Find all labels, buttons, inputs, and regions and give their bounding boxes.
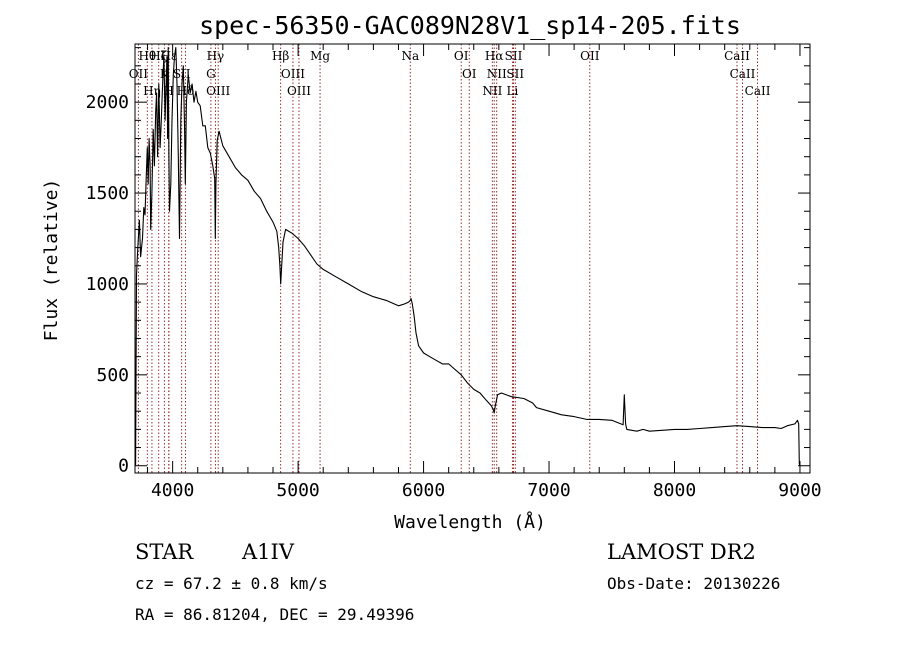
- spectral-line-markers: [137, 44, 759, 473]
- spectral-line-label: Hβ: [272, 49, 289, 63]
- spectral-line-label: NII: [482, 84, 502, 98]
- x-tick-label: 4000: [151, 480, 194, 501]
- spectrum-series: [135, 47, 801, 466]
- y-tick-label: 1000: [86, 274, 129, 295]
- x-tick-label: 5000: [276, 480, 319, 501]
- y-tick-label: 1500: [86, 183, 129, 204]
- object-subclass: A1IV: [241, 540, 295, 564]
- spectral-line-label: OI: [462, 67, 477, 81]
- plot-frame: [134, 43, 811, 474]
- y-tick-label: 0: [118, 456, 129, 477]
- spectral-line-label: Hα: [485, 49, 504, 63]
- y-tick-label: 2000: [86, 92, 129, 113]
- spectrum-line: [135, 47, 801, 466]
- y-axis-ticks: 0 500 1000 1500 2000: [86, 47, 810, 477]
- spectral-line-label: OII: [129, 67, 149, 81]
- chart-title: spec-56350-GAC089N28V1_sp14-205.fits: [199, 11, 741, 40]
- x-tick-label: 8000: [653, 480, 696, 501]
- spectral-line-label: NII: [487, 67, 507, 81]
- x-axis-label: Wavelength (Å): [394, 511, 546, 533]
- spectral-line-label: OIII: [281, 67, 305, 81]
- spectral-line-label: Mg: [310, 49, 330, 63]
- x-tick-label: 6000: [402, 480, 445, 501]
- x-tick-label: 9000: [778, 480, 821, 501]
- ra-dec-coordinates: RA = 86.81204, DEC = 29.49396: [135, 605, 414, 624]
- redshift-cz: cz = 67.2 ± 0.8 km/s: [135, 574, 328, 593]
- spectral-line-label: OIII: [206, 84, 230, 98]
- spectral-line-label: OI: [454, 49, 469, 63]
- y-tick-label: 500: [96, 365, 129, 386]
- spectral-line-label: K: [160, 67, 170, 81]
- spectral-line-label: Li: [506, 84, 518, 98]
- spectral-line-label: SII: [505, 49, 523, 63]
- spectral-line-label: CaII: [730, 67, 756, 81]
- y-axis-label: Flux (relative): [41, 179, 62, 342]
- spectral-line-label: OII: [580, 49, 600, 63]
- spectral-line-label: CaII: [745, 84, 771, 98]
- x-axis-ticks: 4000 5000 6000 7000 8000 9000: [147, 44, 822, 501]
- spectral-line-label: Hθ: [138, 49, 156, 63]
- spectral-line-label: Na: [401, 49, 419, 63]
- spectral-line-label: CaII: [724, 49, 750, 63]
- x-tick-label: 7000: [527, 480, 570, 501]
- spectral-line-label: OIII: [287, 84, 311, 98]
- survey-name: LAMOST DR2: [607, 540, 756, 564]
- spectral-line-label: G: [206, 67, 216, 81]
- spectral-line-label: SII: [506, 67, 524, 81]
- object-class: STAR: [135, 540, 194, 564]
- spectral-line-label: Hγ: [207, 49, 225, 63]
- observation-date: Obs-Date: 20130226: [607, 574, 780, 593]
